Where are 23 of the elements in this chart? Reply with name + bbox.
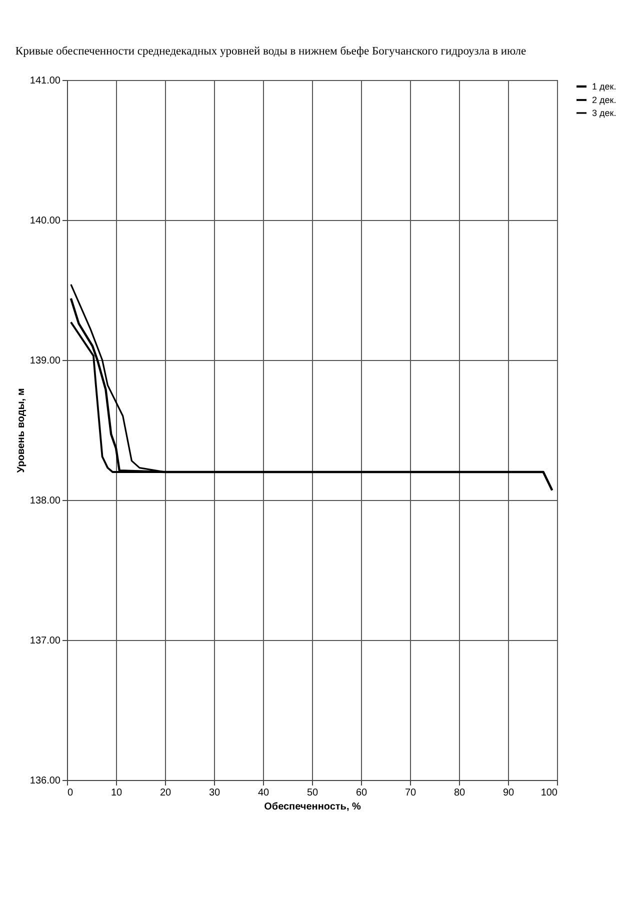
x-axis-title: Обеспеченность, % bbox=[264, 802, 361, 812]
y-axis-title: Уровень воды, м bbox=[16, 388, 27, 473]
legend-label: 2 дек. bbox=[592, 95, 616, 105]
x-tick-label: 30 bbox=[208, 788, 220, 798]
y-tick-label: 139.00 bbox=[30, 356, 61, 366]
legend-label: 1 дек. bbox=[592, 82, 616, 92]
x-tick-label: 70 bbox=[404, 788, 416, 798]
x-tick-label: 0 bbox=[68, 788, 74, 798]
x-tick-label: 60 bbox=[356, 788, 368, 798]
x-tick-label: 100 bbox=[540, 788, 558, 798]
x-tick-label: 40 bbox=[258, 788, 270, 798]
y-tick-label: 140.00 bbox=[30, 216, 61, 226]
y-tick-label: 137.00 bbox=[30, 636, 61, 646]
x-tick-label: 10 bbox=[110, 788, 122, 798]
x-tick-label: 80 bbox=[454, 788, 466, 798]
x-tick-label: 90 bbox=[502, 788, 514, 798]
x-tick-label: 50 bbox=[306, 788, 318, 798]
x-tick-label: 20 bbox=[160, 788, 172, 798]
legend-label: 3 дек. bbox=[592, 108, 616, 118]
y-tick-label: 141.00 bbox=[30, 76, 61, 86]
y-tick-label: 136.00 bbox=[30, 776, 61, 786]
y-tick-label: 138.00 bbox=[30, 496, 61, 506]
chart-title: Кривые обеспеченности среднедекадных уровней воды в нижнем бьефе Богучанского гидроузла в июле bbox=[15, 46, 526, 58]
